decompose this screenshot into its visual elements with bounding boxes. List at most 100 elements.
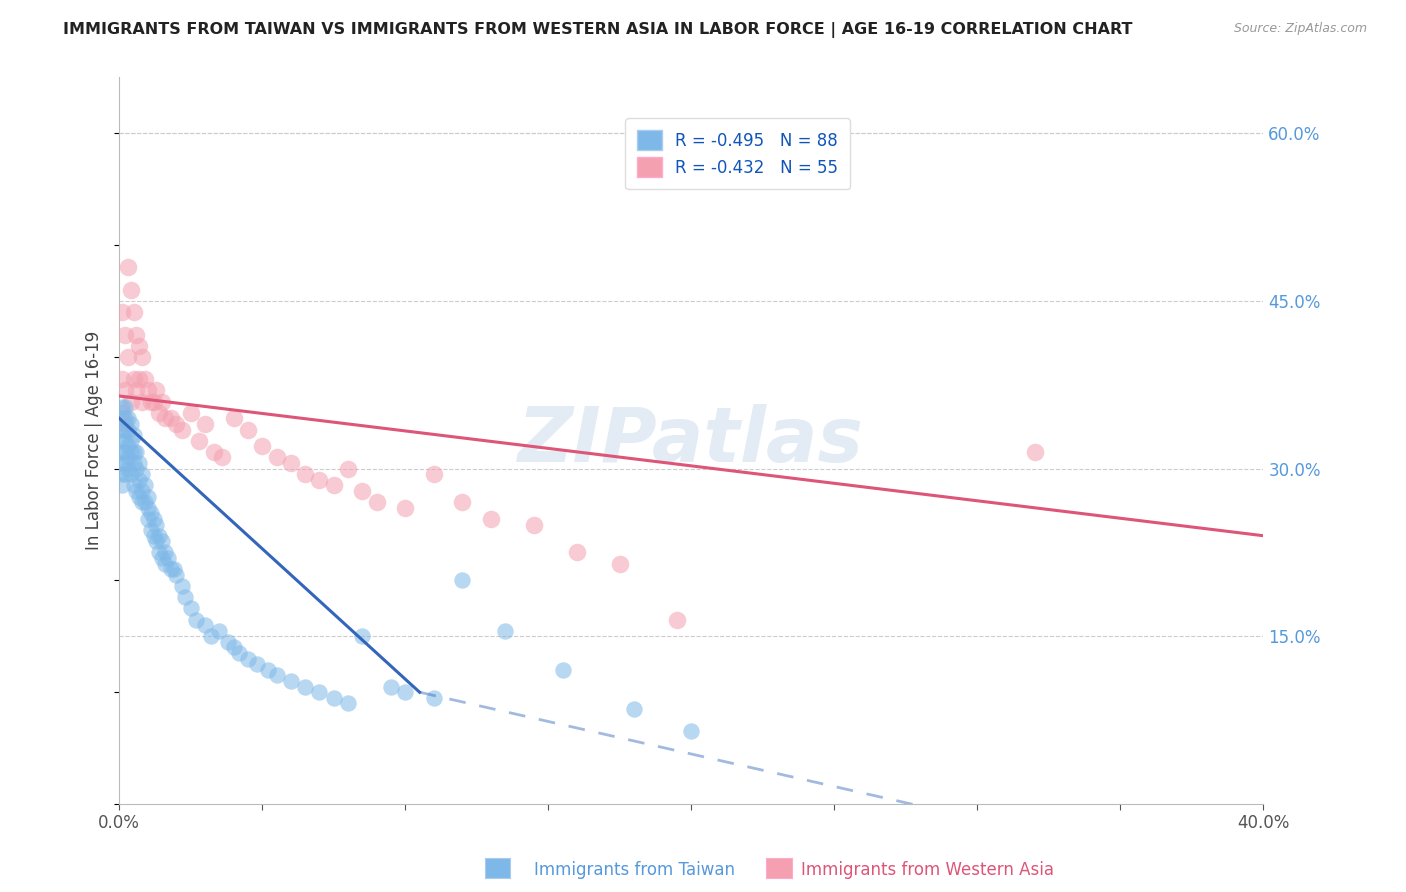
Point — [156, 551, 179, 566]
Point — [202, 445, 225, 459]
Point — [166, 567, 188, 582]
Point — [134, 372, 156, 386]
Point — [172, 423, 194, 437]
Point — [153, 557, 176, 571]
Point — [1024, 445, 1046, 459]
Point — [523, 517, 546, 532]
Point — [150, 534, 173, 549]
Point — [394, 500, 416, 515]
Point — [266, 450, 288, 465]
Point — [128, 339, 150, 353]
Point — [111, 411, 134, 425]
Point — [111, 372, 134, 386]
Point — [150, 551, 173, 566]
Point — [194, 417, 217, 431]
Point — [148, 545, 170, 559]
Point — [139, 394, 162, 409]
Point — [451, 495, 474, 509]
Point — [145, 384, 167, 398]
Point — [186, 613, 208, 627]
Point — [111, 423, 134, 437]
Point — [125, 445, 148, 459]
Point — [200, 629, 222, 643]
Point — [451, 574, 474, 588]
Point — [222, 411, 245, 425]
Point — [153, 411, 176, 425]
Point — [120, 283, 142, 297]
Point — [380, 680, 402, 694]
Point — [131, 467, 153, 482]
Point — [352, 483, 374, 498]
Point — [125, 384, 148, 398]
Point — [217, 635, 239, 649]
Legend: R = -0.495   N = 88, R = -0.432   N = 55: R = -0.495 N = 88, R = -0.432 N = 55 — [626, 119, 851, 189]
Text: Immigrants from Western Asia: Immigrants from Western Asia — [801, 861, 1054, 879]
Point — [494, 624, 516, 638]
Point — [134, 495, 156, 509]
Point — [145, 534, 167, 549]
Point — [120, 445, 142, 459]
Point — [136, 490, 159, 504]
Point — [280, 673, 302, 688]
Text: Immigrants from Taiwan: Immigrants from Taiwan — [534, 861, 735, 879]
Point — [162, 562, 184, 576]
Text: Source: ZipAtlas.com: Source: ZipAtlas.com — [1233, 22, 1367, 36]
Point — [194, 618, 217, 632]
Point — [148, 529, 170, 543]
Point — [128, 456, 150, 470]
Point — [117, 450, 139, 465]
Point — [166, 417, 188, 431]
Point — [134, 478, 156, 492]
Point — [131, 394, 153, 409]
Point — [114, 411, 136, 425]
Point — [131, 483, 153, 498]
Point — [114, 445, 136, 459]
Point — [142, 394, 165, 409]
Point — [128, 473, 150, 487]
Point — [609, 557, 631, 571]
Point — [114, 417, 136, 431]
Point — [252, 439, 274, 453]
Point — [114, 434, 136, 448]
Point — [114, 384, 136, 398]
Point — [117, 350, 139, 364]
Point — [142, 529, 165, 543]
Point — [228, 646, 250, 660]
Point — [180, 406, 202, 420]
Point — [479, 512, 502, 526]
Point — [681, 724, 703, 739]
Point — [236, 423, 259, 437]
Point — [111, 400, 134, 414]
Point — [172, 579, 194, 593]
Text: ZIPatlas: ZIPatlas — [519, 404, 865, 478]
Text: IMMIGRANTS FROM TAIWAN VS IMMIGRANTS FROM WESTERN ASIA IN LABOR FORCE | AGE 16-1: IMMIGRANTS FROM TAIWAN VS IMMIGRANTS FRO… — [63, 22, 1133, 38]
Point — [111, 456, 134, 470]
Point — [122, 478, 145, 492]
Point — [153, 545, 176, 559]
Point — [294, 467, 316, 482]
Point — [111, 406, 134, 420]
Point — [150, 394, 173, 409]
Point — [122, 372, 145, 386]
Point — [308, 685, 330, 699]
Point — [120, 434, 142, 448]
Point — [366, 495, 388, 509]
Point — [180, 601, 202, 615]
Point — [125, 461, 148, 475]
Point — [111, 478, 134, 492]
Point — [148, 406, 170, 420]
Point — [131, 495, 153, 509]
Point — [114, 327, 136, 342]
Point — [111, 467, 134, 482]
Point — [120, 467, 142, 482]
Point — [139, 523, 162, 537]
Point — [128, 372, 150, 386]
Point — [117, 439, 139, 453]
Point — [136, 512, 159, 526]
Point — [114, 400, 136, 414]
Point — [117, 411, 139, 425]
Point — [145, 517, 167, 532]
Point — [114, 456, 136, 470]
Point — [623, 702, 645, 716]
Point — [423, 690, 446, 705]
